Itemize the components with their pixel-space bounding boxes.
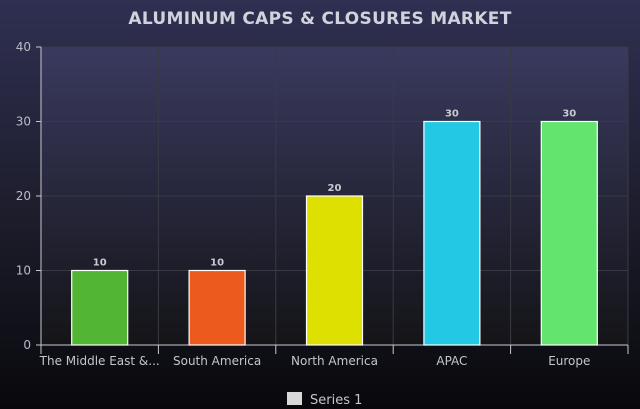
bar (71, 269, 129, 346)
data-label: 10 (210, 258, 224, 269)
data-label: 30 (445, 109, 459, 120)
legend: Series 1 (287, 392, 362, 408)
legend-swatch (287, 392, 302, 405)
x-tick-label: South America (173, 354, 261, 368)
bars (71, 120, 598, 346)
data-labels: 10 10 20 30 30 (93, 109, 577, 269)
gridlines (41, 46, 629, 345)
legend-label: Series 1 (310, 393, 362, 408)
y-tick-label: 10 (16, 264, 31, 278)
data-label: 10 (93, 258, 107, 269)
y-tick-label: 0 (23, 338, 31, 352)
y-tick-label: 30 (16, 115, 31, 129)
x-axis-ticks: The Middle East &... South America North A… (39, 345, 629, 368)
x-tick-label: APAC (436, 354, 467, 368)
data-label: 30 (562, 109, 576, 120)
data-label: 20 (328, 183, 342, 194)
bar (540, 120, 598, 346)
y-tick-label: 40 (16, 40, 31, 54)
bar (423, 120, 481, 346)
bar (188, 269, 246, 346)
x-tick-label: The Middle East &... (39, 354, 160, 368)
chart-title: ALUMINUM CAPS & CLOSURES MARKET (128, 9, 511, 29)
x-tick-label: Europe (548, 354, 590, 368)
x-tick-label: North America (291, 354, 378, 368)
y-tick-label: 20 (16, 189, 31, 203)
y-axis-ticks: 0 10 20 30 40 (16, 40, 41, 352)
bar (305, 195, 364, 346)
